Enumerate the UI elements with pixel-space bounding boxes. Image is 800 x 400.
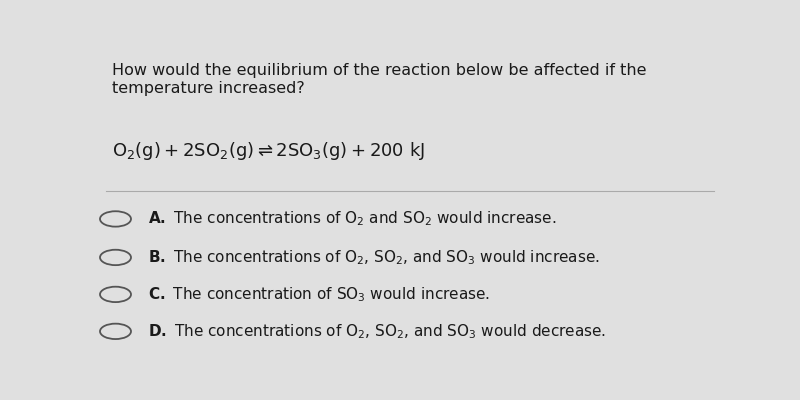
Text: $\mathbf{A.}$ The concentrations of $\mathrm{O_2}$ and $\mathrm{SO_2}$ would inc: $\mathbf{A.}$ The concentrations of $\ma… (148, 210, 556, 228)
Text: $\mathrm{O_2(g) + 2SO_2(g) \rightleftharpoons 2SO_3(g) + 200\ kJ}$: $\mathrm{O_2(g) + 2SO_2(g) \rightlefthar… (112, 140, 426, 162)
Text: $\mathbf{D.}$ The concentrations of $\mathrm{O_2}$, $\mathrm{SO_2}$, and $\mathr: $\mathbf{D.}$ The concentrations of $\ma… (148, 322, 606, 341)
Text: $\mathbf{C.}$ The concentration of $\mathrm{SO_3}$ would increase.: $\mathbf{C.}$ The concentration of $\mat… (148, 285, 490, 304)
Text: $\mathbf{B.}$ The concentrations of $\mathrm{O_2}$, $\mathrm{SO_2}$, and $\mathr: $\mathbf{B.}$ The concentrations of $\ma… (148, 248, 599, 267)
Text: How would the equilibrium of the reaction below be affected if the
temperature i: How would the equilibrium of the reactio… (112, 64, 647, 96)
